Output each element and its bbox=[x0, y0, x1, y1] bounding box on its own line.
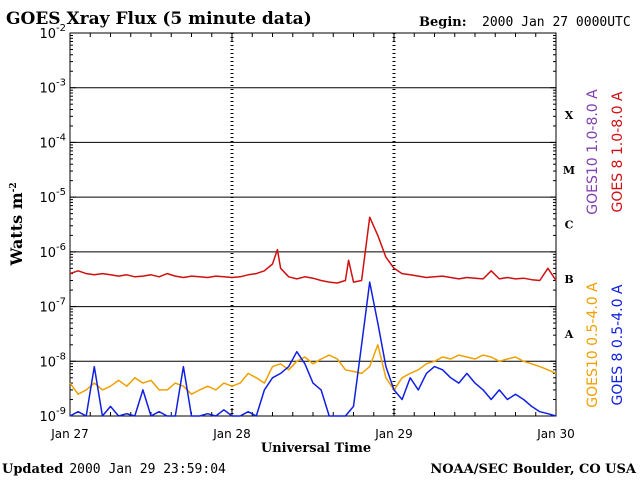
x-tick-label: Jan 27 bbox=[50, 427, 89, 441]
updated-label: Updated bbox=[2, 462, 63, 477]
flare-class-label: C bbox=[565, 219, 574, 232]
y-axis-ticks: 10-9 10-8 10-7 10-6 10-5 10-4 10-3 10-2 bbox=[39, 23, 556, 425]
y-axis-label-exp: -2 bbox=[9, 182, 19, 192]
y-tick-label: 10-4 bbox=[39, 132, 66, 151]
legend-entry: GOES10 0.5-4.0 A bbox=[585, 282, 601, 408]
series-line bbox=[69, 216, 557, 284]
flare-class-label: X bbox=[565, 109, 574, 122]
y-tick-label: 10-2 bbox=[39, 23, 66, 42]
y-axis-label: Watts m-2 bbox=[7, 182, 26, 266]
begin-label: Begin: bbox=[419, 15, 467, 30]
flare-class-label: M bbox=[563, 164, 575, 177]
legend-entry: GOES10 1.0-8.0 A bbox=[585, 89, 601, 215]
y-tick-label: 10-9 bbox=[39, 406, 66, 425]
flare-class-label: B bbox=[564, 273, 573, 286]
series-line bbox=[69, 281, 557, 417]
updated-text: Updated 2000 Jan 29 23:59:04 bbox=[2, 462, 226, 477]
series-line bbox=[69, 344, 557, 395]
x-axis-label: Universal Time bbox=[261, 441, 371, 456]
y-tick-label: 10-5 bbox=[39, 187, 66, 206]
y-axis-label-text: Watts m bbox=[7, 192, 26, 266]
y-tick-label: 10-8 bbox=[39, 351, 66, 370]
x-tick-label: Jan 29 bbox=[374, 427, 413, 441]
updated-value: 2000 Jan 29 23:59:04 bbox=[69, 462, 226, 477]
svg-text:Watts m-2: Watts m-2 bbox=[7, 182, 26, 266]
flare-class-label: A bbox=[564, 328, 574, 341]
flare-class-labels: A B C M X bbox=[563, 109, 575, 341]
legend-entry: GOES 8 0.5-4.0 A bbox=[610, 284, 626, 405]
y-tick-label: 10-3 bbox=[39, 78, 66, 97]
grid bbox=[70, 33, 556, 416]
x-axis-ticks: Jan 27 Jan 28 Jan 29 Jan 30 bbox=[50, 33, 575, 441]
plot-frame bbox=[69, 32, 557, 417]
legend: GOES10 1.0-8.0 A GOES 8 1.0-8.0 A GOES10 0… bbox=[585, 89, 626, 408]
credit-text: NOAA/SEC Boulder, CO USA bbox=[430, 462, 637, 477]
y-tick-label: 10-7 bbox=[39, 297, 66, 316]
x-tick-label: Jan 28 bbox=[212, 427, 251, 441]
series-layer bbox=[69, 216, 557, 417]
chart-title: GOES Xray Flux (5 minute data) bbox=[6, 9, 312, 29]
begin-value: 2000 Jan 27 0000UTC bbox=[482, 15, 631, 30]
y-tick-label: 10-6 bbox=[39, 242, 66, 261]
x-tick-label: Jan 30 bbox=[536, 427, 575, 441]
legend-entry: GOES 8 1.0-8.0 A bbox=[610, 91, 626, 212]
